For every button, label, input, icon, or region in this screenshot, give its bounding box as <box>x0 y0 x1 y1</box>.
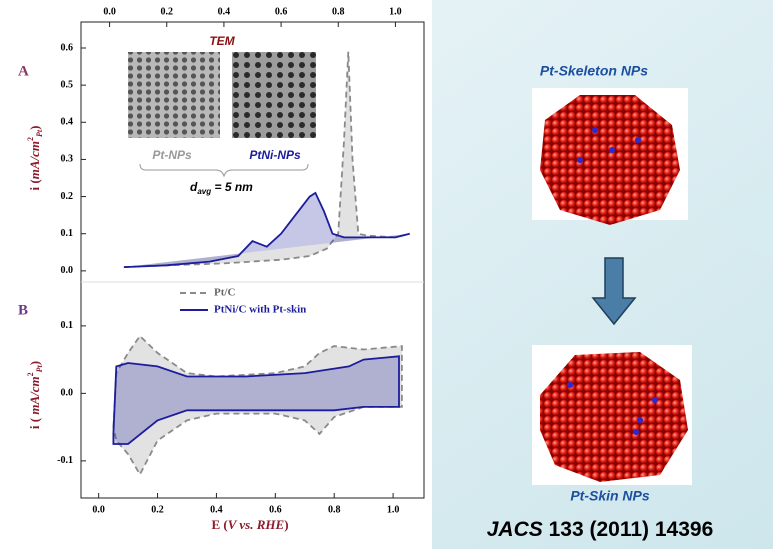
x-tick-label: 0.8 <box>328 504 341 515</box>
y-tick-label: 0.5 <box>61 79 74 90</box>
x-tick-label: 0.2 <box>151 504 164 515</box>
annotation: PtNi-NPs <box>249 148 301 162</box>
x-tick-label: 0.6 <box>269 504 282 515</box>
x-tick-label: 1.0 <box>389 6 402 17</box>
y-tick-label: 0.1 <box>61 320 74 331</box>
x-tick-label: 0.2 <box>161 6 174 17</box>
x-axis-label: E (V vs. RHE) <box>211 517 288 532</box>
x-tick-label: 0.0 <box>103 6 116 17</box>
image-label: Pt-Skeleton NPs <box>540 63 648 79</box>
annotation: Pt-NPs <box>152 148 192 162</box>
tem-image <box>128 52 220 138</box>
x-tick-label: 0.8 <box>332 6 345 17</box>
tem-image <box>232 52 316 138</box>
legend-label: PtNi/C with Pt-skin <box>214 304 306 316</box>
panel-label: A <box>18 63 29 79</box>
slide: 0.0 0.1 0.2 0.3 0.4 0.5 0.6 0.0 0.2 0.4 0.6 0.8 1.0 -… <box>0 0 773 549</box>
x-tick-label: 0.4 <box>218 6 231 17</box>
y-tick-label: 0.0 <box>61 265 74 276</box>
legend-label: Pt/C <box>214 287 235 299</box>
x-tick-label: 0.4 <box>210 504 223 515</box>
citation: JACS 133 (2011) 14396 <box>487 518 714 541</box>
panel-label: B <box>18 302 28 318</box>
y-tick-label: 0.0 <box>61 388 74 399</box>
x-tick-label: 0.6 <box>275 6 288 17</box>
y-tick-label: -0.1 <box>57 455 73 466</box>
y-tick-label: 0.2 <box>61 191 74 202</box>
image-label: Pt-Skin NPs <box>570 488 650 504</box>
y-tick-label: 0.3 <box>61 154 74 165</box>
x-tick-label: 0.0 <box>92 504 105 515</box>
y-tick-label: 0.1 <box>61 228 74 239</box>
y-tick-label: 0.4 <box>61 117 74 128</box>
x-tick-label: 1.0 <box>387 504 400 515</box>
annotation: TEM <box>209 34 235 48</box>
y-tick-label: 0.6 <box>61 42 74 53</box>
